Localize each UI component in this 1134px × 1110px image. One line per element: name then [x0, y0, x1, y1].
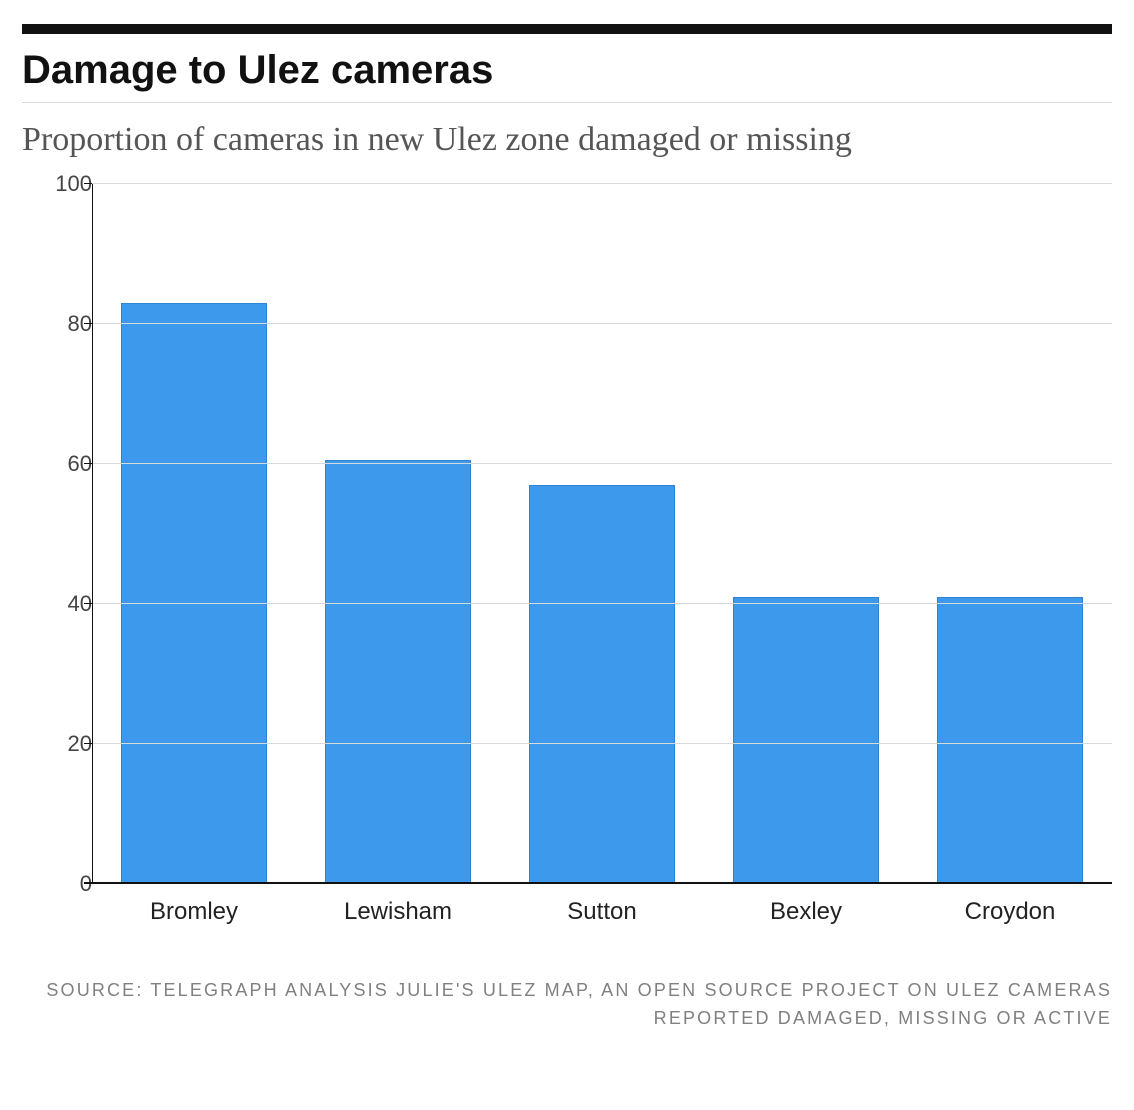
gridline: [92, 603, 1112, 604]
y-tick-label: 20: [34, 731, 92, 757]
x-tick-label: Sutton: [500, 898, 704, 926]
y-tick: [84, 463, 92, 464]
gridline: [92, 323, 1112, 324]
y-tick: [84, 603, 92, 604]
bar-slot: [704, 184, 908, 884]
chart-area: 020406080100: [22, 184, 1112, 884]
x-tick-label: Bromley: [92, 898, 296, 926]
bars-container: [92, 184, 1112, 884]
x-tick-label: Lewisham: [296, 898, 500, 926]
y-tick: [84, 323, 92, 324]
y-tick-label: 0: [34, 871, 92, 897]
bar: [121, 303, 268, 884]
gridline: [92, 743, 1112, 744]
chart-title: Damage to Ulez cameras: [22, 48, 1112, 92]
source-attribution: SOURCE: TELEGRAPH ANALYSIS JULIE'S ULEZ …: [22, 976, 1112, 1034]
bar: [325, 460, 472, 884]
y-tick-label: 100: [34, 171, 92, 197]
chart-card: Damage to Ulez cameras Proportion of cam…: [0, 0, 1134, 1063]
y-tick: [84, 743, 92, 744]
y-tick-label: 40: [34, 591, 92, 617]
y-tick-label: 80: [34, 311, 92, 337]
top-rule: [22, 24, 1112, 34]
gridline: [92, 463, 1112, 464]
chart-subtitle: Proportion of cameras in new Ulez zone d…: [22, 119, 1112, 162]
thin-rule: [22, 102, 1112, 103]
x-tick-label: Bexley: [704, 898, 908, 926]
y-tick-label: 60: [34, 451, 92, 477]
bar: [937, 597, 1084, 884]
bar-slot: [92, 184, 296, 884]
x-axis-line: [84, 882, 1112, 884]
plot-area: [92, 184, 1112, 884]
y-axis-line: [92, 184, 93, 884]
bar-slot: [296, 184, 500, 884]
bar: [529, 485, 676, 884]
x-axis-labels: BromleyLewishamSuttonBexleyCroydon: [92, 898, 1112, 926]
bar-slot: [908, 184, 1112, 884]
gridline: [92, 183, 1112, 184]
y-tick: [84, 183, 92, 184]
x-tick-label: Croydon: [908, 898, 1112, 926]
bar-slot: [500, 184, 704, 884]
y-axis-labels: 020406080100: [22, 184, 92, 884]
bar: [733, 597, 880, 884]
